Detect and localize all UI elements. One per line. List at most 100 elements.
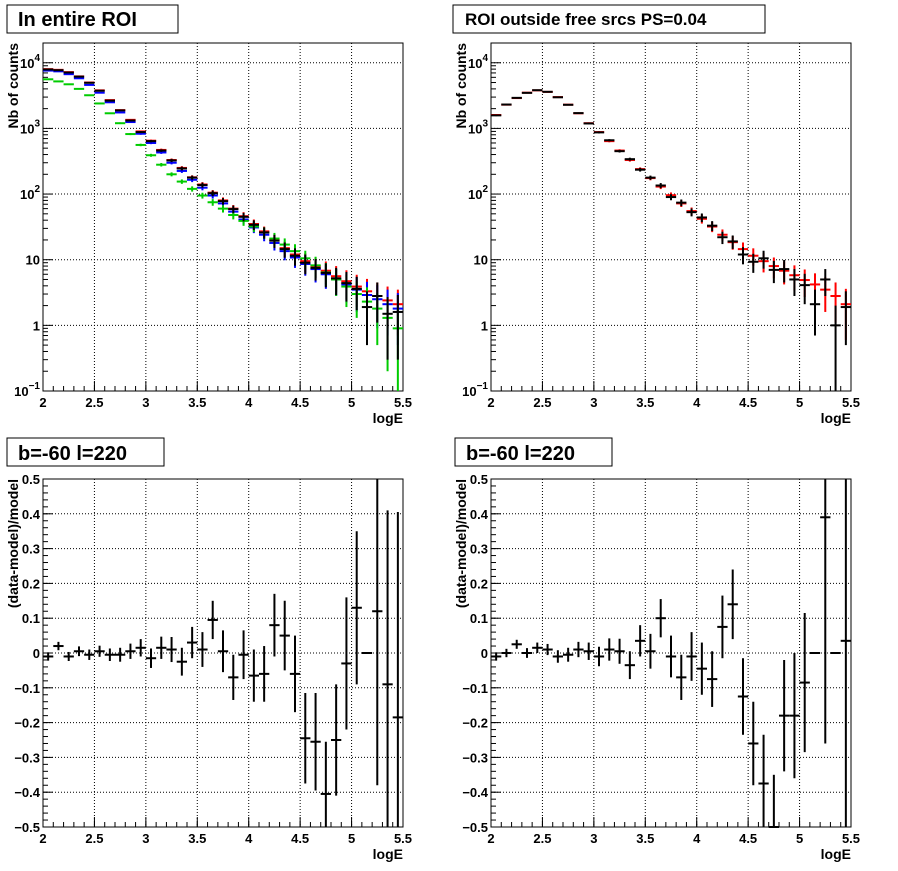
x-axis-title: logE [821,846,851,862]
y-tick-label: 1 [33,318,40,333]
y-tick-label: 0.1 [470,611,488,626]
x-tick-label: 4 [693,395,701,410]
data-point [63,73,74,76]
data-point [84,94,95,97]
data-point [73,75,85,78]
data-point [197,632,208,667]
chart-panel-4: 2 2.5 3 3.5 4 4.5 5 5.5 −0.5 −0.4 −0.3 −0.2 −0.1 0 0.1… [453,437,860,862]
data-point [125,133,136,136]
y-tick-label: 10 [474,253,488,268]
data-point [279,242,290,258]
panel-title-box [452,4,766,34]
data-point [563,647,574,662]
data-point [187,175,198,180]
data-point [768,260,779,284]
data-point [289,248,301,266]
data-point [135,639,146,657]
data-point [372,282,383,323]
data-point [135,132,146,135]
data-point [563,103,574,106]
y-tick-label: 104 [468,53,488,71]
data-point [696,213,707,223]
x-tick-label: 3.5 [188,395,206,410]
data-point [779,259,790,283]
data-point [217,630,229,673]
data-point [604,638,615,661]
data-point [310,693,321,791]
data-point [259,227,270,239]
data-point [104,99,115,102]
data-point [104,648,115,662]
data-point [542,643,553,656]
data-point [521,648,533,658]
y-tick-label: 0.4 [22,507,41,522]
data-point [593,131,605,134]
data-point [573,641,584,658]
x-tick-label: 3 [142,831,149,846]
data-point [809,289,821,336]
data-point [135,131,146,134]
data-point [84,81,95,84]
x-tick-label: 2.5 [85,395,103,410]
data-point [125,121,136,124]
x-axis-title: logE [373,410,403,426]
y-tick-label: 102 [468,184,488,202]
data-point [331,684,342,796]
data-point [73,77,85,80]
data-point [521,91,533,94]
y-tick-label: 0.4 [470,507,489,522]
data-point [248,220,259,231]
data-point [238,212,249,222]
panel-title-box [454,437,613,467]
data-point [840,479,851,827]
y-tick-label: 102 [20,184,40,202]
data-point [392,512,403,827]
panel-title-box [6,4,179,34]
data-point [115,647,126,662]
data-point [217,198,229,205]
data-point [53,641,64,651]
x-tick-label: 2 [39,395,46,410]
x-tick-label: 4 [245,395,253,410]
y-tick-label: 1 [481,318,488,333]
data-point [737,247,749,265]
data-point [758,734,769,827]
data-point [84,83,95,86]
data-point [115,122,126,125]
data-point [645,633,656,669]
data-point [104,112,115,115]
x-tick-label: 5.5 [394,831,412,846]
data-point [604,139,615,142]
data-point [583,122,594,125]
data-point [717,595,728,659]
x-tick-label: 2 [487,831,494,846]
y-tick-label: 0 [33,646,40,661]
x-tick-label: 5.5 [842,831,860,846]
data-point [511,639,522,649]
plot-frame [42,42,404,392]
x-tick-label: 2.5 [533,395,551,410]
data-point [676,654,687,700]
data-point [187,626,198,659]
data-point [542,90,553,93]
data-point [197,182,208,188]
data-point [207,199,218,206]
x-tick-label: 3.5 [636,395,654,410]
data-point [392,294,403,360]
data-point [635,625,646,657]
data-point [351,531,362,685]
data-series-1 [43,479,403,827]
y-tick-label: 103 [20,118,40,136]
data-point [94,102,105,105]
y-tick-label: −0.3 [14,750,40,765]
x-tick-label: 2 [39,831,46,846]
data-point [269,234,280,248]
data-point [43,68,54,71]
data-point [341,597,352,730]
y-tick-label: −0.1 [462,681,488,696]
data-point [552,650,563,663]
data-point [491,652,502,661]
data-point [207,190,218,197]
data-point [207,600,218,640]
data-point [676,199,687,207]
